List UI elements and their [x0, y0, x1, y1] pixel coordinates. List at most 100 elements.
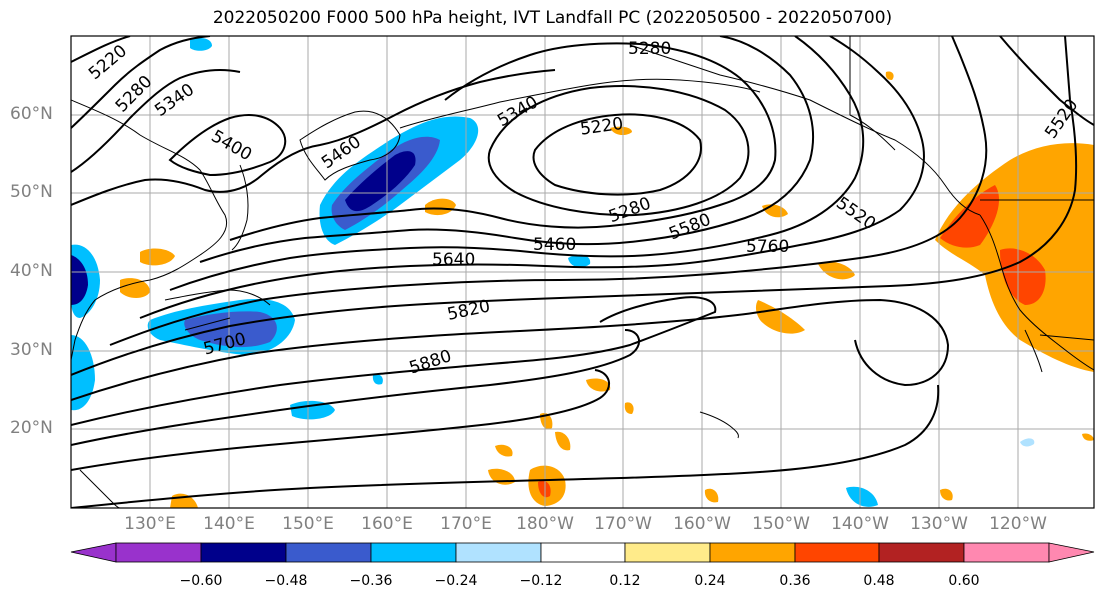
- contour-label: 5460: [533, 235, 576, 255]
- contour-5220-nw: [71, 36, 131, 63]
- coast-kamchatka: [299, 110, 401, 181]
- ivt-negative-region-sw: [71, 335, 95, 411]
- ivt-negative-blob-1: [190, 38, 212, 51]
- contour-5280-ring: [487, 85, 750, 217]
- longitude-label: 160°W: [673, 514, 731, 534]
- height-contours: [71, 36, 1094, 508]
- contour-label: 5580: [666, 210, 714, 245]
- ivt-negative-blob-6: [1020, 438, 1035, 447]
- contour-5280-nw: [71, 36, 211, 129]
- ivt-positive-blob-12-core: [538, 480, 551, 498]
- graticule: [71, 36, 1094, 508]
- coast-asia: [71, 99, 228, 361]
- colorbar-tick-label: 0.36: [779, 573, 811, 589]
- coast-na-west: [979, 214, 1094, 371]
- contour-5580-band: [109, 36, 988, 346]
- colorbar-swatch: [285, 542, 372, 563]
- ivt-positive-blob-14: [704, 488, 719, 503]
- ivt-positive-blob-2: [140, 248, 175, 266]
- ivt-positive-blob-11: [495, 444, 513, 457]
- colorbar-swatch: [70, 542, 117, 563]
- contour-cutoff-5220: [532, 113, 702, 196]
- colorbar-swatch: [624, 542, 711, 563]
- coast-sakhalin: [231, 164, 249, 251]
- contour-label: 5220: [579, 114, 625, 140]
- colorbar-swatch: [878, 542, 965, 563]
- ivt-negative-blob-2: [290, 400, 335, 420]
- ivt-positive-region-na-core: [940, 185, 1000, 248]
- colorbar-swatch: [115, 542, 202, 563]
- ivt-positive-blob-6: [818, 261, 855, 280]
- ivt-positive-blob-19: [885, 71, 894, 80]
- coast-aleutians: [399, 78, 761, 129]
- latitude-label: 20°N: [10, 418, 53, 438]
- ivt-positive-blob-7: [755, 300, 805, 334]
- ivt-positive-blob-1: [425, 198, 456, 216]
- contour-label: 5760: [746, 237, 789, 257]
- contour-5700: [71, 298, 950, 401]
- ivt-positive-blob-8: [586, 378, 611, 392]
- contour-5340-band: [229, 42, 777, 241]
- colorbar-swatch: [709, 542, 796, 563]
- ivt-negative-blob-5: [372, 374, 383, 385]
- colorbar-tick-label: 0.48: [863, 573, 895, 589]
- longitude-label: 140°W: [831, 514, 889, 534]
- contour-label: 5280: [628, 39, 671, 59]
- longitude-label: 170°W: [594, 514, 652, 534]
- ivt-positive-blob-5: [762, 204, 788, 218]
- ivt-negative-region-west-core: [71, 255, 88, 305]
- ivt-positive-blob-10: [555, 431, 571, 451]
- contour-5460-band: [169, 36, 865, 291]
- latitude-label: 50°N: [10, 182, 53, 202]
- latitude-label: 60°N: [10, 104, 53, 124]
- colorbar-swatch: [455, 542, 542, 563]
- colorbar-tick-label: −0.12: [519, 573, 563, 589]
- ivt-negative-blob-3: [568, 254, 591, 268]
- colorbar-swatch: [963, 542, 1050, 563]
- longitude-label: 160°E: [361, 514, 413, 534]
- ivt-positive-blob-17: [624, 402, 634, 414]
- border-alaska-canada: [849, 36, 896, 151]
- contour-5880-south: [71, 384, 940, 508]
- longitude-label: 150°E: [282, 514, 334, 534]
- contour-5880: [71, 369, 610, 471]
- colorbar-swatch: [540, 542, 626, 563]
- latitude-label: 30°N: [10, 340, 53, 360]
- ivt-positive-region-na-core2: [1000, 248, 1046, 305]
- contour-5520-ne: [999, 36, 1094, 126]
- map-frame: [70, 35, 1095, 509]
- contour-label: 5520: [1041, 96, 1082, 143]
- contour-5640: [71, 36, 1078, 376]
- contour-5820: [71, 329, 640, 446]
- longitude-label: 130°E: [124, 514, 176, 534]
- contour-5520-band: [139, 36, 925, 319]
- coastlines: [71, 36, 1094, 508]
- ivt-positive-blob-9: [540, 412, 553, 430]
- contour-label: 5400: [208, 126, 255, 165]
- contour-5460-north: [71, 69, 556, 206]
- ivt-positive-blob-16: [940, 488, 953, 501]
- contour-label: 5820: [446, 296, 492, 325]
- ivt-positive-blob-18: [1082, 433, 1094, 441]
- contour-label: 5520: [832, 193, 879, 234]
- contour-label: 5640: [432, 250, 475, 270]
- colorbar-swatch: [1048, 542, 1095, 563]
- colorbar: [70, 542, 1095, 563]
- latitude-label: 40°N: [10, 261, 53, 281]
- longitude-label: 120°W: [989, 514, 1047, 534]
- colorbar-swatch: [370, 542, 457, 563]
- contour-5400: [168, 114, 287, 177]
- colorbar-tick-label: −0.36: [349, 573, 393, 589]
- ivt-negative-blob-4: [846, 486, 878, 507]
- map-title: 2022050200 F000 500 hPa height, IVT Land…: [212, 8, 893, 28]
- coast-baja: [1024, 329, 1043, 373]
- contour-5340-nw: [71, 69, 241, 173]
- coast-hawaii: [699, 411, 739, 439]
- coast-alaska: [629, 44, 981, 216]
- contour-5400-band: [199, 36, 814, 263]
- colorbar-tick-label: −0.60: [179, 573, 223, 589]
- ivt-positive-blob-3: [120, 278, 150, 298]
- ivt-negative-region-japan-inner: [184, 311, 277, 348]
- ivt-positive-blob-4: [610, 126, 632, 136]
